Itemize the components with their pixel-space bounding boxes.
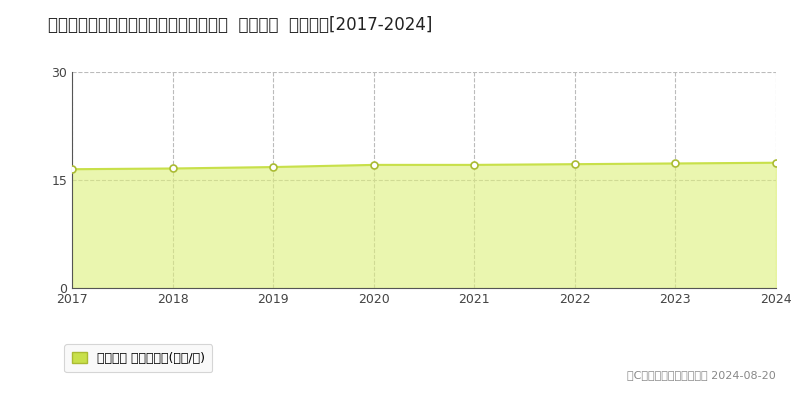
Legend: 地価公示 平均坪単価(万円/坪): 地価公示 平均坪単価(万円/坪) <box>64 344 212 372</box>
Point <box>770 160 782 166</box>
Point <box>266 164 279 170</box>
Point <box>367 162 380 168</box>
Point <box>468 162 481 168</box>
Point <box>166 165 179 172</box>
Point <box>569 161 582 167</box>
Point <box>669 160 682 167</box>
Point <box>66 166 78 172</box>
Text: 石川県河北郡津幡町北中条２丁目４２番  地価公示  地価推移[2017-2024]: 石川県河北郡津幡町北中条２丁目４２番 地価公示 地価推移[2017-2024] <box>48 16 432 34</box>
Text: （C）土地価格ドットコム 2024-08-20: （C）土地価格ドットコム 2024-08-20 <box>627 370 776 380</box>
